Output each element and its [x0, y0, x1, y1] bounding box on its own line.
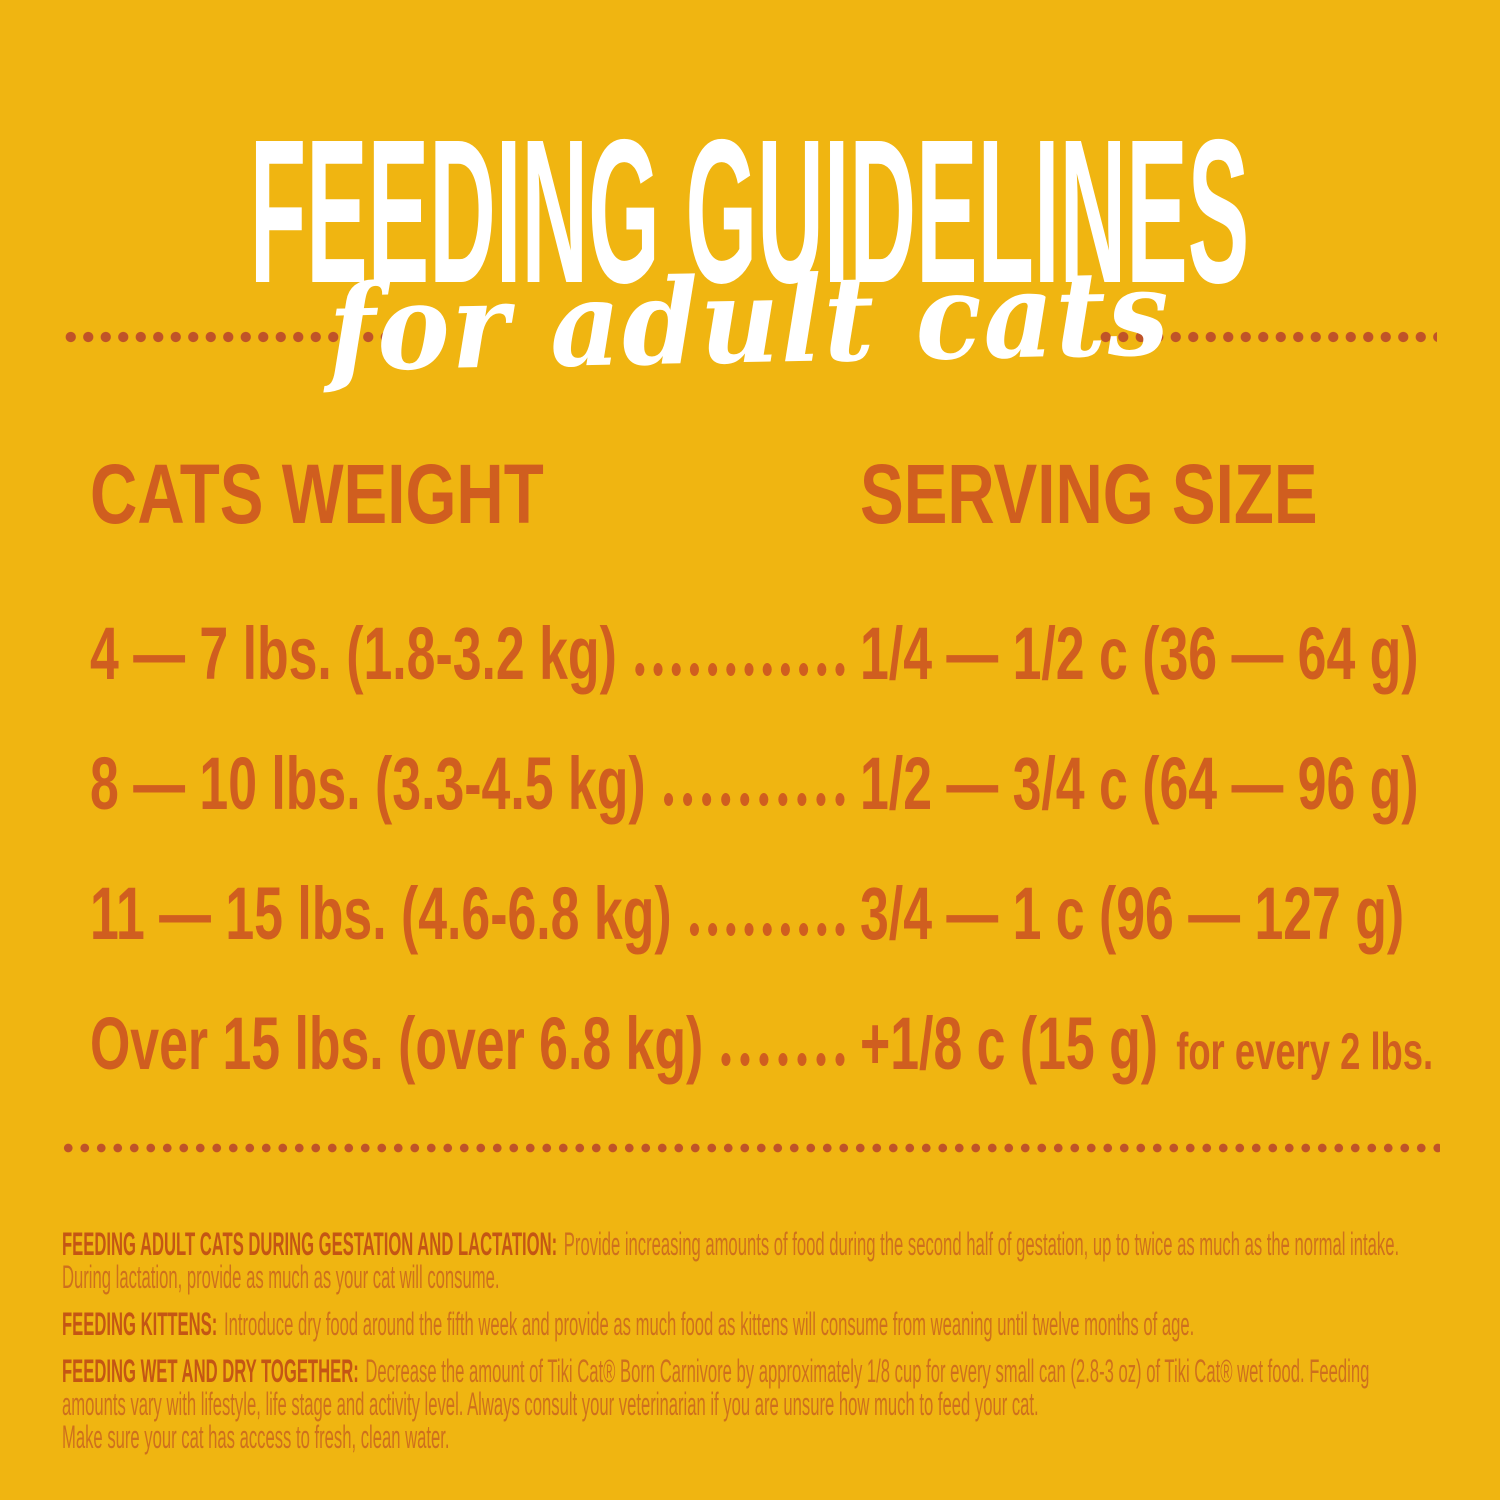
table-row: 8 — 10 lbs. (3.3-4.5 kg) 1/2 — 3/4 c (64… — [90, 747, 1500, 827]
weight-cell: 4 — 7 lbs. (1.8-3.2 kg) — [90, 617, 860, 691]
weight-value: 11 — 15 lbs. (4.6-6.8 kg) — [90, 872, 672, 955]
table-row: 11 — 15 lbs. (4.6-6.8 kg) 3/4 — 1 c (96 … — [90, 877, 1500, 957]
column-header-serving-wrap: SERVING SIZE — [860, 452, 1447, 536]
note-text: Decrease the amount of Tiki Cat® Born Ca… — [62, 1353, 1370, 1422]
serving-suffix: for every 2 lbs. — [1176, 1023, 1434, 1081]
dot-leader — [663, 793, 845, 806]
weight-value: Over 15 lbs. (over 6.8 kg) — [90, 1002, 704, 1085]
note-kittens: FEEDING KITTENS: Introduce dry food aroun… — [62, 1308, 1412, 1341]
note-text: Provide increasing amounts of food durin… — [62, 1226, 1400, 1295]
table-row-inner: 8 — 10 lbs. (3.3-4.5 kg) 1/2 — 3/4 c (64… — [90, 747, 1441, 821]
column-header-cats-weight: CATS WEIGHT — [90, 447, 544, 541]
serving-value: +1/8 c (15 g) — [860, 1002, 1159, 1085]
serving-value: 3/4 — 1 c (96 — 127 g) — [860, 872, 1405, 955]
fine-print: FEEDING ADULT CATS DURING GESTATION AND … — [62, 1228, 1414, 1468]
note-gestation: FEEDING ADULT CATS DURING GESTATION AND … — [62, 1228, 1412, 1294]
table-row-inner: 11 — 15 lbs. (4.6-6.8 kg) 3/4 — 1 c (96 … — [90, 877, 1441, 951]
note-label: FEEDING KITTENS: — [62, 1306, 218, 1342]
serving-value: 1/2 — 3/4 c (64 — 96 g) — [860, 742, 1419, 825]
table-row-inner: 4 — 7 lbs. (1.8-3.2 kg) 1/4 — 1/2 c (36 … — [90, 617, 1441, 691]
table-row: Over 15 lbs. (over 6.8 kg) +1/8 c (15 g)… — [90, 1007, 1500, 1087]
fine-print-inner: FEEDING ADULT CATS DURING GESTATION AND … — [62, 1228, 1412, 1454]
column-header-weight-wrap: CATS WEIGHT — [90, 452, 672, 536]
table-row-inner: Over 15 lbs. (over 6.8 kg) +1/8 c (15 g)… — [90, 1007, 1441, 1081]
note-wet-and-dry: FEEDING WET AND DRY TOGETHER: Decrease th… — [62, 1355, 1412, 1454]
dot-leader — [689, 923, 845, 936]
dotted-line-left — [62, 330, 400, 344]
dot-leader — [721, 1053, 845, 1066]
dot-leader — [635, 663, 845, 676]
dotted-line-right — [1097, 330, 1437, 344]
note-extra-line: Make sure your cat has access to fresh, … — [62, 1419, 450, 1455]
headline-wrap: FEEDING GUIDELINES — [0, 109, 1500, 314]
weight-cell: 11 — 15 lbs. (4.6-6.8 kg) — [90, 877, 860, 951]
note-text: Introduce dry food around the fifth week… — [223, 1306, 1195, 1342]
serving-value: 1/4 — 1/2 c (36 — 64 g) — [860, 612, 1419, 695]
weight-value: 4 — 7 lbs. (1.8-3.2 kg) — [90, 612, 617, 695]
dotted-divider — [60, 1140, 1440, 1156]
table-row: 4 — 7 lbs. (1.8-3.2 kg) 1/4 — 1/2 c (36 … — [90, 617, 1500, 697]
page-subtitle: for adult cats — [327, 243, 1173, 398]
page-title: FEEDING GUIDELINES — [250, 97, 1250, 326]
subtitle-wrap: for adult cats — [0, 243, 1500, 398]
note-label: FEEDING ADULT CATS DURING GESTATION AND … — [62, 1226, 558, 1262]
note-label: FEEDING WET AND DRY TOGETHER: — [62, 1353, 359, 1389]
column-header-serving-size: SERVING SIZE — [860, 447, 1318, 541]
weight-value: 8 — 10 lbs. (3.3-4.5 kg) — [90, 742, 646, 825]
weight-cell: 8 — 10 lbs. (3.3-4.5 kg) — [90, 747, 860, 821]
weight-cell: Over 15 lbs. (over 6.8 kg) — [90, 1007, 860, 1081]
